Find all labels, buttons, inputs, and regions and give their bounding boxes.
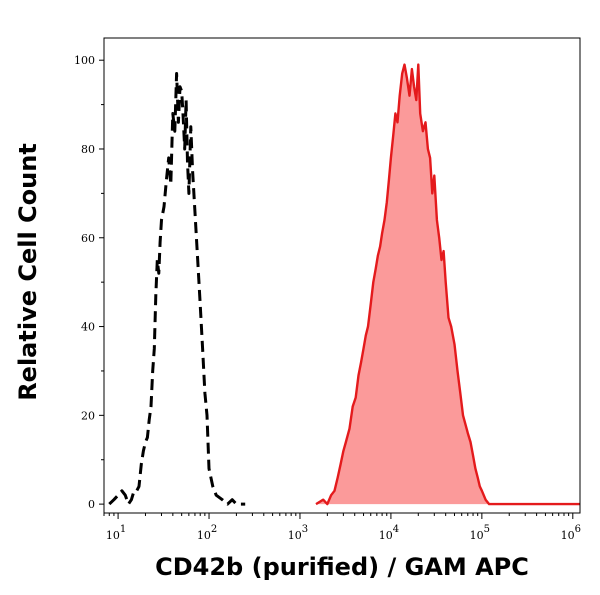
- x-tick-label: 105: [470, 524, 490, 542]
- x-tick-label: 101: [106, 524, 126, 542]
- y-axis-ticks: 0 20 40 60 80 100: [74, 54, 104, 511]
- y-tick-label: 80: [81, 143, 95, 156]
- x-axis-ticks: 101 102 103 104 105 106: [103, 513, 581, 542]
- x-tick-label: 103: [288, 524, 308, 542]
- y-tick-label: 40: [81, 321, 95, 334]
- x-tick-label: 104: [379, 524, 399, 542]
- series-1-line: [108, 72, 246, 506]
- y-axis-title: Relative Cell Count: [14, 143, 42, 401]
- series-2-line: [315, 63, 580, 506]
- x-tick-label: 106: [561, 524, 581, 542]
- y-tick-label: 100: [74, 54, 95, 67]
- y-tick-label: 60: [81, 232, 95, 245]
- series-2-area: [316, 64, 580, 505]
- y-tick-label: 0: [88, 498, 95, 511]
- series-layer: [108, 63, 580, 506]
- y-tick-label: 20: [81, 409, 95, 422]
- x-tick-label: 102: [197, 524, 217, 542]
- plot-frame: [103, 37, 581, 514]
- x-axis-title: CD42b (purified) / GAM APC: [155, 553, 529, 581]
